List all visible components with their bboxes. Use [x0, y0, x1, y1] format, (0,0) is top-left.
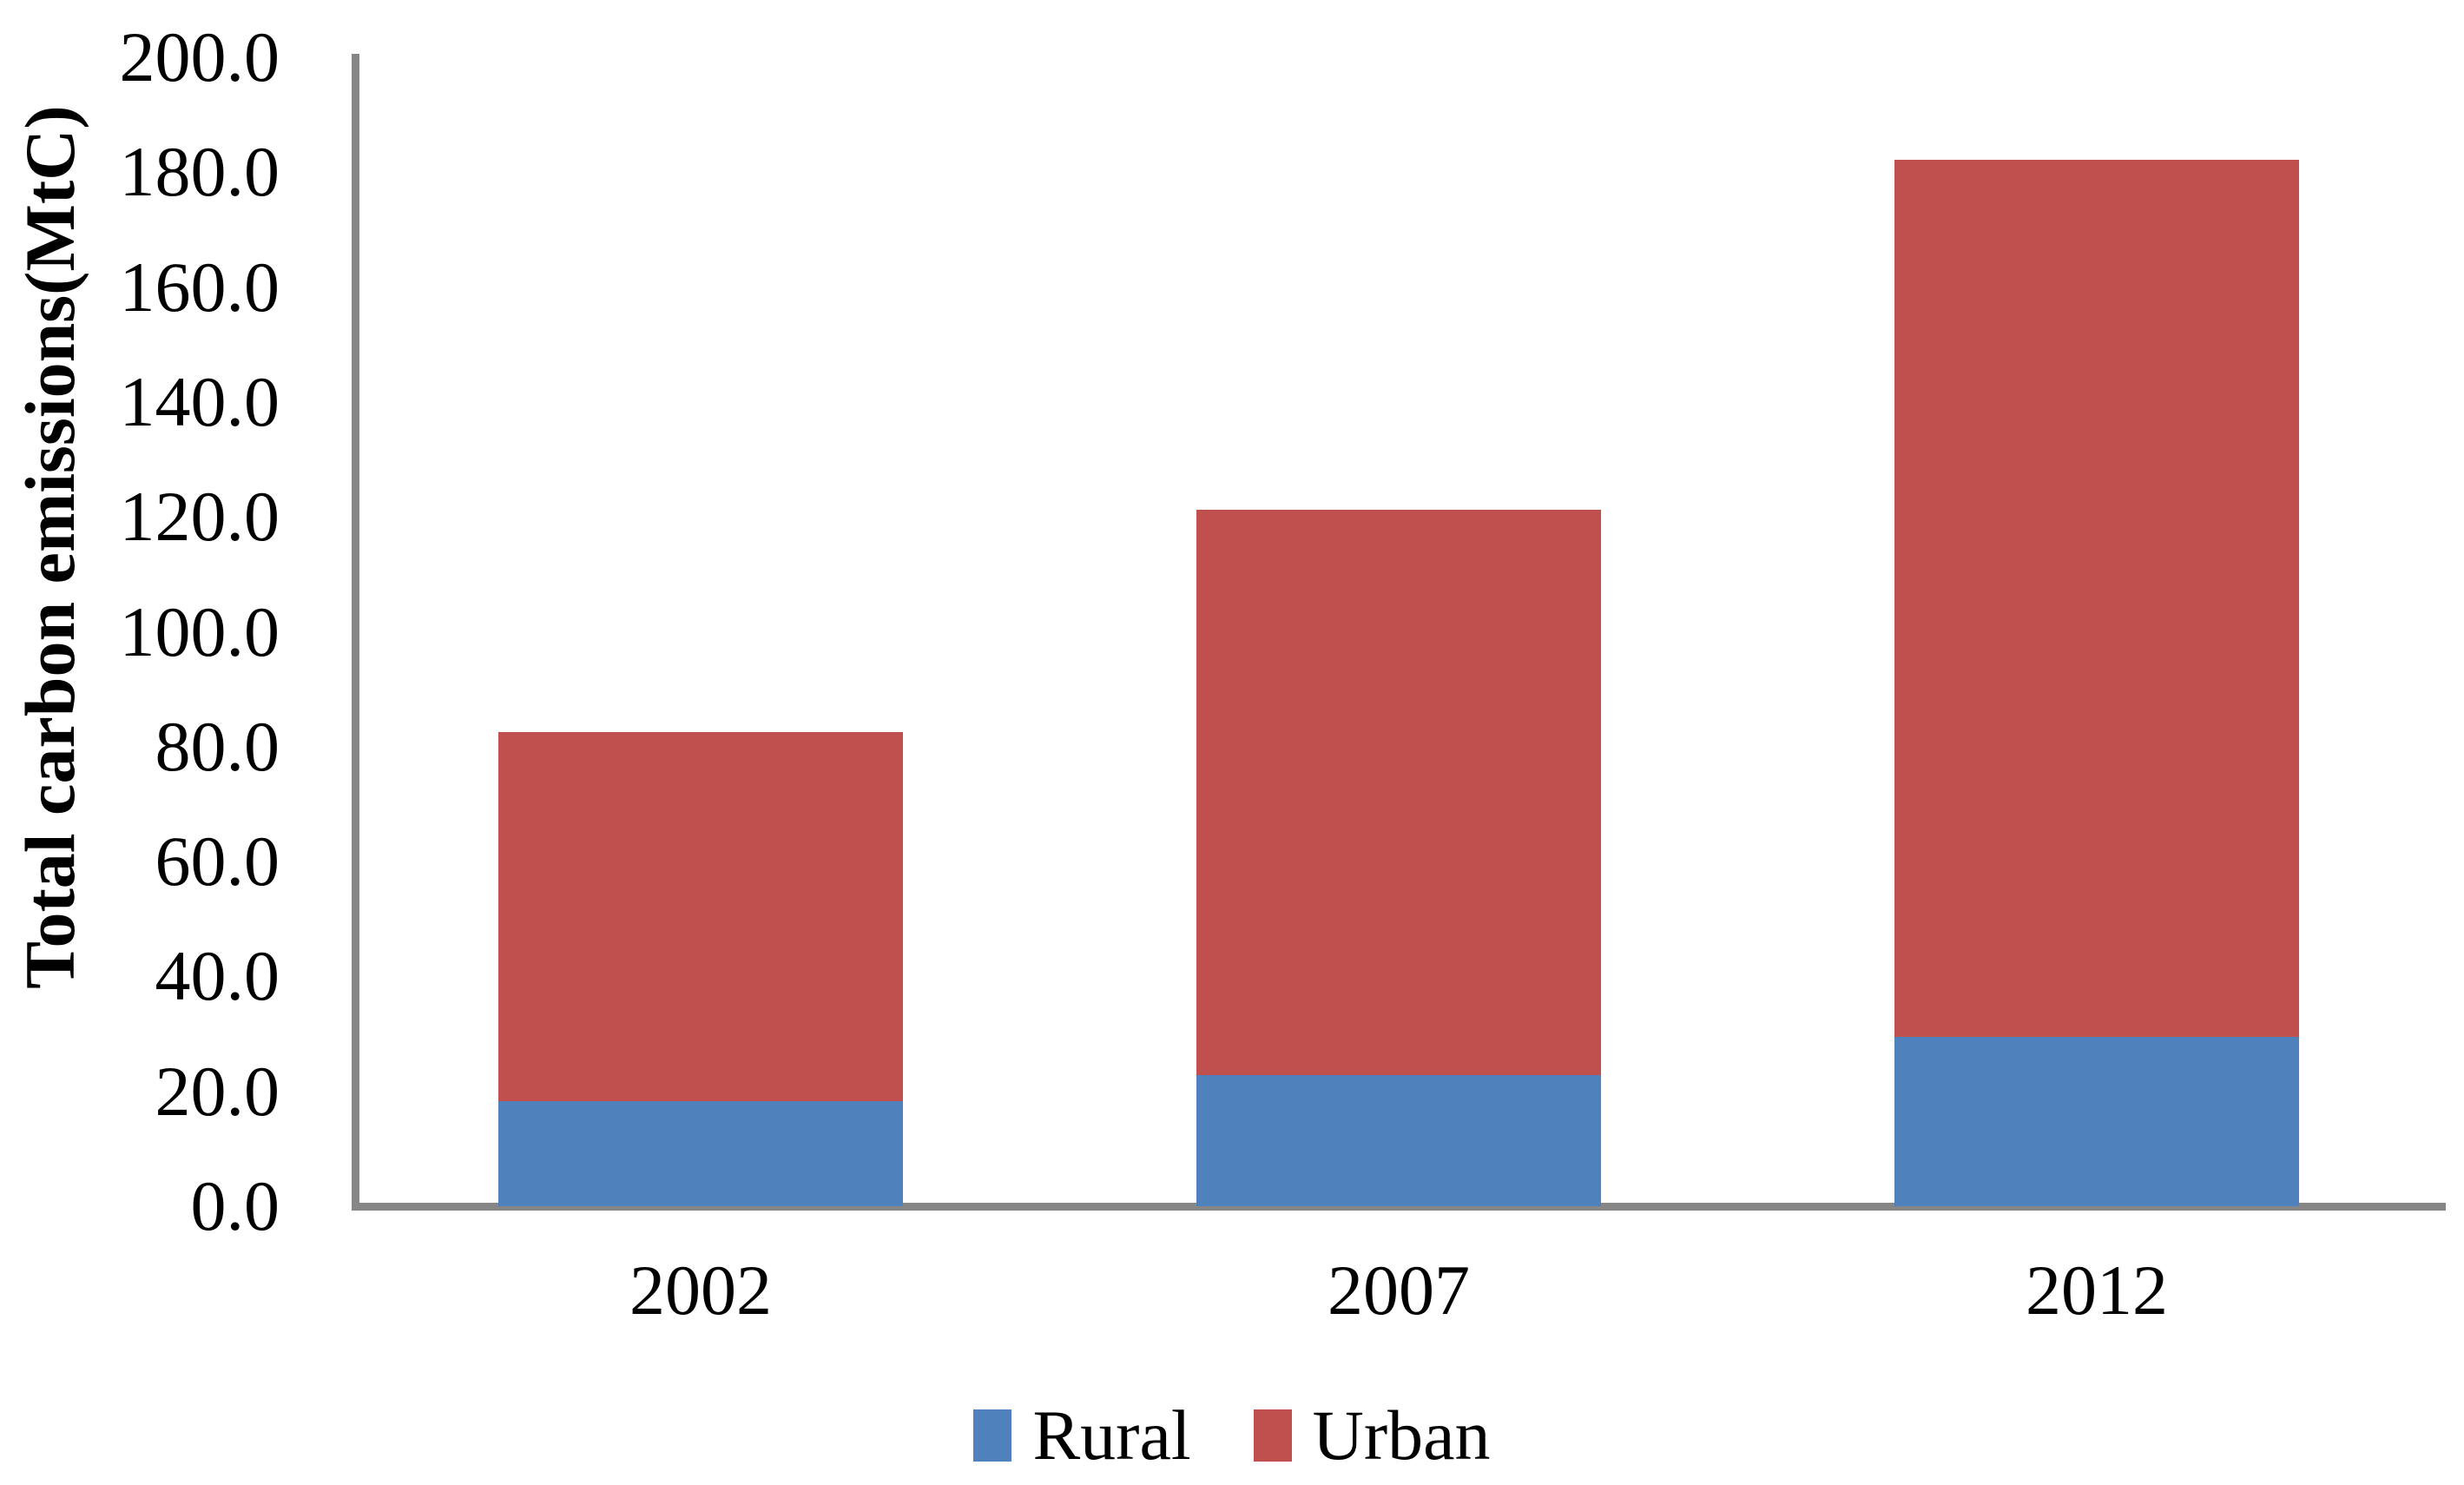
legend: Rural Urban	[0, 1388, 2464, 1483]
x-axis-line	[352, 1203, 2446, 1211]
legend-swatch-rural	[973, 1409, 1012, 1462]
legend-item-urban: Urban	[1253, 1394, 1491, 1477]
legend-label-rural: Rural	[1032, 1396, 1191, 1475]
bar-segment-rural-2012	[1894, 1036, 2299, 1206]
y-tick-label-160.0: 160.0	[119, 247, 280, 327]
legend-label-urban: Urban	[1312, 1396, 1491, 1475]
y-tick-label-0.0: 0.0	[190, 1166, 280, 1245]
y-tick-label-100.0: 100.0	[119, 591, 280, 671]
y-tick-label-60.0: 60.0	[155, 822, 280, 901]
legend-item-rural: Rural	[973, 1394, 1191, 1477]
bar-segment-urban-2012	[1894, 159, 2299, 1037]
x-axis-label-2007: 2007	[1328, 1251, 1470, 1330]
y-tick-label-200.0: 200.0	[119, 17, 280, 96]
y-tick-label-20.0: 20.0	[155, 1051, 280, 1131]
bar-segment-urban-2002	[498, 731, 903, 1101]
y-tick-label-180.0: 180.0	[119, 132, 280, 212]
x-axis-label-2012: 2012	[2026, 1251, 2168, 1330]
y-axis-line	[352, 54, 359, 1210]
y-tick-label-120.0: 120.0	[119, 477, 280, 557]
y-tick-label-140.0: 140.0	[119, 361, 280, 441]
bar-segment-rural-2002	[498, 1100, 903, 1206]
bar-segment-rural-2007	[1196, 1075, 1601, 1206]
bar-segment-urban-2007	[1196, 509, 1601, 1076]
legend-swatch-urban	[1253, 1409, 1292, 1462]
y-tick-label-80.0: 80.0	[155, 706, 280, 786]
x-axis-label-2002: 2002	[629, 1251, 772, 1330]
y-tick-label-40.0: 40.0	[155, 936, 280, 1016]
